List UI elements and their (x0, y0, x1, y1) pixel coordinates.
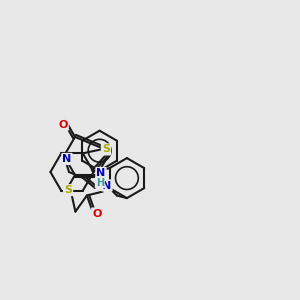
Text: N: N (102, 181, 112, 190)
Text: O: O (92, 208, 102, 218)
Text: S: S (64, 185, 72, 195)
Text: N: N (96, 168, 106, 178)
Text: S: S (102, 144, 110, 154)
Text: N: N (62, 154, 72, 164)
Text: H: H (96, 178, 104, 188)
Text: O: O (58, 120, 68, 130)
